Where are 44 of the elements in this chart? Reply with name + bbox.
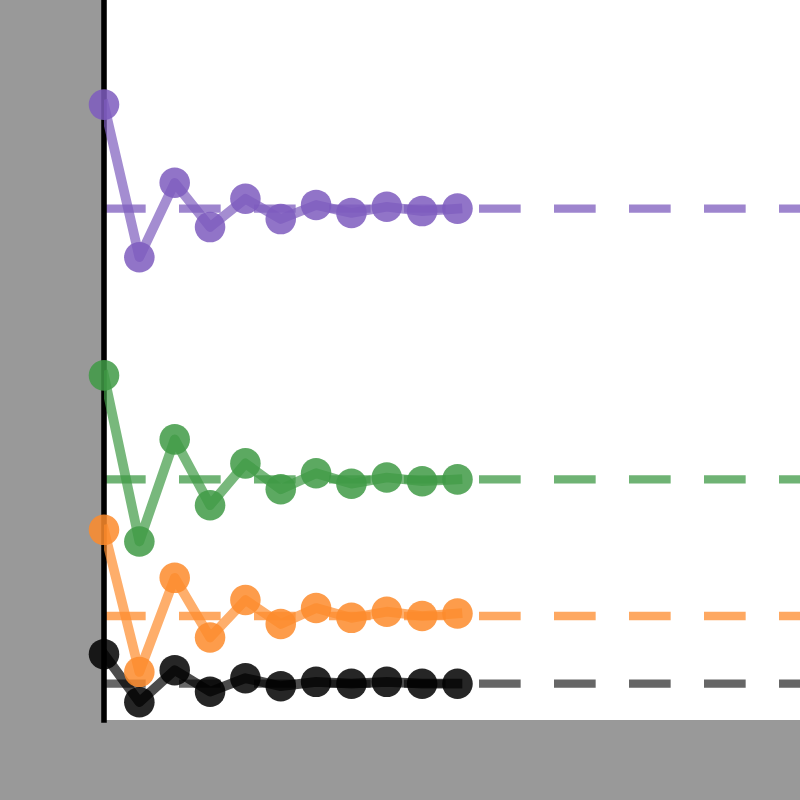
point bbox=[265, 203, 297, 235]
point bbox=[194, 622, 226, 653]
point bbox=[265, 473, 297, 505]
point bbox=[371, 666, 403, 698]
point bbox=[442, 668, 473, 699]
point bbox=[230, 448, 261, 479]
point bbox=[88, 638, 120, 670]
point bbox=[265, 608, 297, 640]
point bbox=[230, 662, 261, 694]
point bbox=[159, 424, 190, 455]
point bbox=[336, 668, 367, 699]
point bbox=[442, 464, 473, 495]
point bbox=[230, 584, 261, 616]
point bbox=[406, 465, 438, 497]
point bbox=[194, 489, 226, 521]
point bbox=[442, 598, 473, 629]
point bbox=[336, 468, 367, 499]
point bbox=[300, 592, 332, 624]
point bbox=[371, 191, 403, 223]
point bbox=[406, 668, 438, 699]
point bbox=[300, 189, 332, 221]
point bbox=[124, 241, 155, 273]
point bbox=[88, 360, 120, 391]
point bbox=[159, 562, 190, 594]
point bbox=[300, 457, 332, 489]
point bbox=[194, 211, 226, 243]
point bbox=[159, 167, 190, 199]
point bbox=[88, 514, 120, 546]
point bbox=[88, 89, 120, 120]
point bbox=[265, 670, 297, 702]
point bbox=[336, 197, 367, 229]
point bbox=[371, 596, 403, 627]
point bbox=[194, 676, 226, 707]
point bbox=[159, 654, 190, 686]
point bbox=[124, 526, 155, 557]
point bbox=[124, 686, 155, 718]
point bbox=[406, 600, 438, 632]
point bbox=[371, 462, 403, 493]
point bbox=[336, 602, 367, 634]
point bbox=[300, 666, 332, 698]
point bbox=[124, 656, 155, 688]
point bbox=[442, 193, 473, 224]
point bbox=[230, 183, 261, 215]
point bbox=[406, 195, 438, 227]
